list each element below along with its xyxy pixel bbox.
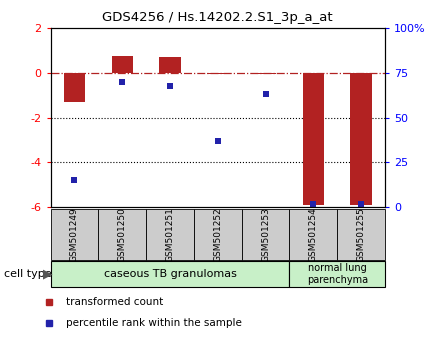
Bar — [194, 209, 242, 260]
Bar — [159, 57, 181, 73]
Text: GSM501252: GSM501252 — [213, 207, 222, 262]
Text: normal lung
parenchyma: normal lung parenchyma — [307, 263, 368, 285]
Text: caseous TB granulomas: caseous TB granulomas — [103, 269, 236, 279]
Bar — [111, 56, 133, 73]
Bar — [255, 73, 276, 74]
Bar — [207, 73, 228, 74]
Text: transformed count: transformed count — [66, 297, 163, 307]
Text: GSM501253: GSM501253 — [261, 207, 270, 262]
Bar — [337, 209, 385, 260]
Bar — [146, 209, 194, 260]
Bar — [242, 209, 290, 260]
Text: GSM501251: GSM501251 — [165, 207, 175, 262]
Bar — [99, 209, 146, 260]
Text: GSM501250: GSM501250 — [118, 207, 127, 262]
Text: GSM501255: GSM501255 — [356, 207, 366, 262]
Bar — [51, 209, 99, 260]
Bar — [51, 261, 290, 287]
Text: percentile rank within the sample: percentile rank within the sample — [66, 318, 242, 328]
Text: GSM501249: GSM501249 — [70, 207, 79, 262]
Bar — [350, 73, 372, 205]
Bar — [303, 73, 324, 205]
Bar — [290, 209, 337, 260]
Bar — [290, 261, 385, 287]
Title: GDS4256 / Hs.14202.2.S1_3p_a_at: GDS4256 / Hs.14202.2.S1_3p_a_at — [103, 11, 333, 24]
Text: ▶: ▶ — [43, 268, 53, 281]
Text: GSM501254: GSM501254 — [309, 207, 318, 262]
Bar — [64, 73, 85, 102]
Text: cell type: cell type — [4, 269, 52, 279]
